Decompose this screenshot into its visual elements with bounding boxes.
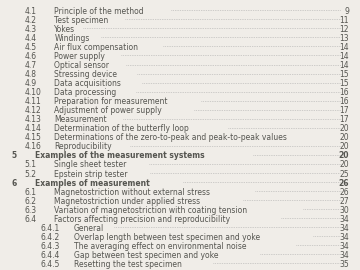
Text: Factors affecting precision and reproducibility: Factors affecting precision and reproduc… xyxy=(54,215,230,224)
Text: 6.3: 6.3 xyxy=(25,206,37,215)
Text: 4.16: 4.16 xyxy=(25,142,42,151)
Text: 17: 17 xyxy=(339,106,349,115)
Text: Principle of the method: Principle of the method xyxy=(54,7,144,16)
Text: 9: 9 xyxy=(344,7,349,16)
Text: 6.1: 6.1 xyxy=(25,188,37,197)
Text: 34: 34 xyxy=(339,224,349,233)
Text: Air flux compensation: Air flux compensation xyxy=(54,43,138,52)
Text: 14: 14 xyxy=(339,61,349,70)
Text: Power supply: Power supply xyxy=(54,52,105,61)
Text: 6.4.3: 6.4.3 xyxy=(41,242,60,251)
Text: 30: 30 xyxy=(339,206,349,215)
Text: Determinations of the zero-to-peak and peak-to-peak values: Determinations of the zero-to-peak and p… xyxy=(54,133,287,142)
Text: 11: 11 xyxy=(339,16,349,25)
Text: 4.13: 4.13 xyxy=(25,115,42,124)
Text: 6: 6 xyxy=(11,178,16,188)
Text: 12: 12 xyxy=(339,25,349,34)
Text: Windings: Windings xyxy=(54,34,90,43)
Text: 6.4.1: 6.4.1 xyxy=(41,224,60,233)
Text: 20: 20 xyxy=(338,151,349,160)
Text: Reproducibility: Reproducibility xyxy=(54,142,112,151)
Text: 20: 20 xyxy=(339,142,349,151)
Text: 4.11: 4.11 xyxy=(25,97,42,106)
Text: Single sheet tester: Single sheet tester xyxy=(54,160,127,170)
Text: Optical sensor: Optical sensor xyxy=(54,61,109,70)
Text: 4.9: 4.9 xyxy=(25,79,37,88)
Text: 34: 34 xyxy=(339,242,349,251)
Text: 34: 34 xyxy=(339,215,349,224)
Text: Variation of magnetostriction with coating tension: Variation of magnetostriction with coati… xyxy=(54,206,247,215)
Text: 4.7: 4.7 xyxy=(25,61,37,70)
Text: 14: 14 xyxy=(339,43,349,52)
Text: 4.3: 4.3 xyxy=(25,25,37,34)
Text: 6.4.2: 6.4.2 xyxy=(41,233,60,242)
Text: 26: 26 xyxy=(338,178,349,188)
Text: Data acquisitions: Data acquisitions xyxy=(54,79,121,88)
Text: Magnetostriction under applied stress: Magnetostriction under applied stress xyxy=(54,197,201,206)
Text: 5.1: 5.1 xyxy=(25,160,37,170)
Text: 4.5: 4.5 xyxy=(25,43,37,52)
Text: 20: 20 xyxy=(339,160,349,170)
Text: 4.8: 4.8 xyxy=(25,70,37,79)
Text: Preparation for measurement: Preparation for measurement xyxy=(54,97,168,106)
Text: 34: 34 xyxy=(339,251,349,260)
Text: 4.1: 4.1 xyxy=(25,7,37,16)
Text: 4.4: 4.4 xyxy=(25,34,37,43)
Text: 4.12: 4.12 xyxy=(25,106,42,115)
Text: 15: 15 xyxy=(339,70,349,79)
Text: 4.6: 4.6 xyxy=(25,52,37,61)
Text: 13: 13 xyxy=(339,34,349,43)
Text: 4.10: 4.10 xyxy=(25,88,42,97)
Text: Epstein strip tester: Epstein strip tester xyxy=(54,170,128,178)
Text: Yokes: Yokes xyxy=(54,25,76,34)
Text: 5: 5 xyxy=(11,151,16,160)
Text: Examples of the measurement systems: Examples of the measurement systems xyxy=(35,151,204,160)
Text: Measurement: Measurement xyxy=(54,115,107,124)
Text: 17: 17 xyxy=(339,115,349,124)
Text: 27: 27 xyxy=(339,197,349,206)
Text: Test specimen: Test specimen xyxy=(54,16,109,25)
Text: 34: 34 xyxy=(339,233,349,242)
Text: Determination of the butterfly loop: Determination of the butterfly loop xyxy=(54,124,189,133)
Text: 16: 16 xyxy=(339,97,349,106)
Text: 14: 14 xyxy=(339,52,349,61)
Text: The averaging effect on environmental noise: The averaging effect on environmental no… xyxy=(74,242,247,251)
Text: General: General xyxy=(74,224,104,233)
Text: Resetting the test specimen: Resetting the test specimen xyxy=(74,260,182,269)
Text: 15: 15 xyxy=(339,79,349,88)
Text: Magnetostriction without external stress: Magnetostriction without external stress xyxy=(54,188,210,197)
Text: 25: 25 xyxy=(339,170,349,178)
Text: 4.15: 4.15 xyxy=(25,133,42,142)
Text: Gap between test specimen and yoke: Gap between test specimen and yoke xyxy=(74,251,219,260)
Text: 26: 26 xyxy=(339,188,349,197)
Text: 6.4: 6.4 xyxy=(25,215,37,224)
Text: Examples of measurement: Examples of measurement xyxy=(35,178,149,188)
Text: 35: 35 xyxy=(339,260,349,269)
Text: 4.14: 4.14 xyxy=(25,124,42,133)
Text: 6.4.5: 6.4.5 xyxy=(41,260,60,269)
Text: 4.2: 4.2 xyxy=(25,16,37,25)
Text: 16: 16 xyxy=(339,88,349,97)
Text: Stressing device: Stressing device xyxy=(54,70,117,79)
Text: 5.2: 5.2 xyxy=(25,170,37,178)
Text: 20: 20 xyxy=(339,124,349,133)
Text: 6.2: 6.2 xyxy=(25,197,37,206)
Text: Data processing: Data processing xyxy=(54,88,117,97)
Text: 20: 20 xyxy=(339,133,349,142)
Text: Overlap length between test specimen and yoke: Overlap length between test specimen and… xyxy=(74,233,260,242)
Text: 6.4.4: 6.4.4 xyxy=(41,251,60,260)
Text: Adjustment of power supply: Adjustment of power supply xyxy=(54,106,162,115)
